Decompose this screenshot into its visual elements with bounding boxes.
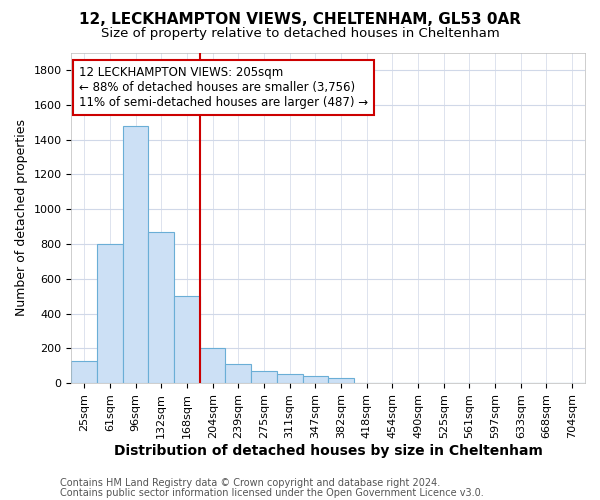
Text: Size of property relative to detached houses in Cheltenham: Size of property relative to detached ho… — [101, 28, 499, 40]
Bar — [71, 360, 97, 383]
Y-axis label: Number of detached properties: Number of detached properties — [15, 120, 28, 316]
Bar — [174, 296, 200, 383]
Bar — [123, 126, 148, 383]
Bar — [200, 348, 226, 383]
Bar — [148, 232, 174, 383]
Bar — [302, 376, 328, 383]
Bar — [97, 244, 123, 383]
Bar — [251, 371, 277, 383]
Bar — [277, 374, 302, 383]
X-axis label: Distribution of detached houses by size in Cheltenham: Distribution of detached houses by size … — [114, 444, 542, 458]
Text: Contains public sector information licensed under the Open Government Licence v3: Contains public sector information licen… — [60, 488, 484, 498]
Bar — [328, 378, 354, 383]
Bar — [226, 364, 251, 383]
Text: 12 LECKHAMPTON VIEWS: 205sqm
← 88% of detached houses are smaller (3,756)
11% of: 12 LECKHAMPTON VIEWS: 205sqm ← 88% of de… — [79, 66, 368, 108]
Text: Contains HM Land Registry data © Crown copyright and database right 2024.: Contains HM Land Registry data © Crown c… — [60, 478, 440, 488]
Text: 12, LECKHAMPTON VIEWS, CHELTENHAM, GL53 0AR: 12, LECKHAMPTON VIEWS, CHELTENHAM, GL53 … — [79, 12, 521, 28]
